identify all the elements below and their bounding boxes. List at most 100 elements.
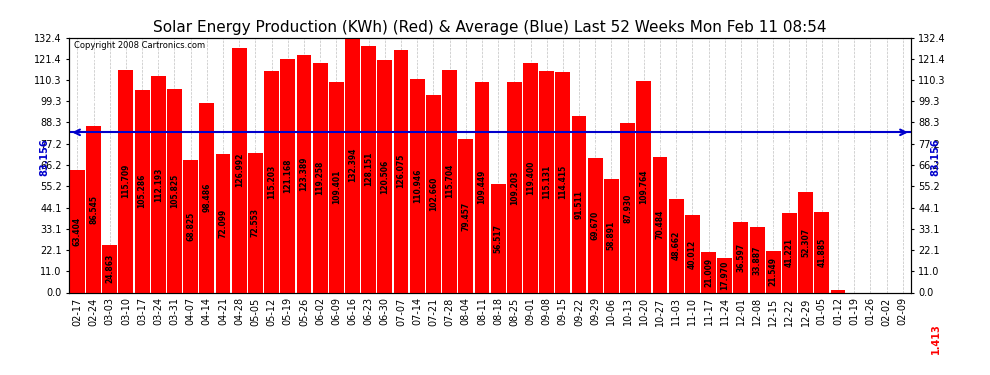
Text: 123.389: 123.389 — [299, 156, 309, 191]
Text: 109.401: 109.401 — [332, 170, 341, 204]
Bar — [652, 157, 667, 292]
Text: 17.970: 17.970 — [720, 261, 730, 290]
Text: 79.457: 79.457 — [461, 201, 470, 231]
Bar — [685, 216, 700, 292]
Text: 126.075: 126.075 — [397, 154, 406, 188]
Text: 1.413: 1.413 — [931, 323, 940, 354]
Bar — [718, 258, 733, 292]
Text: 52.307: 52.307 — [801, 228, 810, 257]
Bar — [329, 82, 344, 292]
Text: 110.946: 110.946 — [413, 168, 422, 203]
Bar — [426, 95, 441, 292]
Text: 48.662: 48.662 — [671, 231, 681, 260]
Text: 119.400: 119.400 — [526, 160, 535, 195]
Text: 109.203: 109.203 — [510, 170, 519, 204]
Text: 128.151: 128.151 — [364, 152, 373, 186]
Text: 72.099: 72.099 — [219, 209, 228, 238]
Bar — [507, 82, 522, 292]
Bar — [119, 70, 134, 292]
Bar — [637, 81, 651, 292]
Bar — [216, 154, 231, 292]
Bar — [604, 179, 619, 292]
Bar — [86, 126, 101, 292]
Bar — [831, 290, 845, 292]
Text: 115.131: 115.131 — [543, 165, 551, 199]
Bar — [491, 184, 506, 292]
Text: 115.203: 115.203 — [267, 164, 276, 199]
Bar — [394, 50, 409, 292]
Text: Copyright 2008 Cartronics.com: Copyright 2008 Cartronics.com — [73, 41, 205, 50]
Text: 33.887: 33.887 — [752, 245, 761, 274]
Bar — [199, 103, 214, 292]
Bar — [555, 72, 570, 292]
Bar — [232, 48, 247, 292]
Bar — [540, 71, 554, 292]
Bar — [361, 46, 376, 292]
Text: 98.486: 98.486 — [202, 183, 211, 212]
Bar — [734, 222, 748, 292]
Text: 40.012: 40.012 — [688, 239, 697, 268]
Title: Solar Energy Production (KWh) (Red) & Average (Blue) Last 52 Weeks Mon Feb 11 08: Solar Energy Production (KWh) (Red) & Av… — [153, 20, 827, 35]
Text: 83.156: 83.156 — [931, 139, 940, 176]
Text: 86.545: 86.545 — [89, 195, 98, 224]
Text: 21.549: 21.549 — [769, 257, 778, 286]
Bar — [620, 123, 635, 292]
Text: 63.404: 63.404 — [73, 217, 82, 246]
Bar — [523, 63, 538, 292]
Text: 91.511: 91.511 — [574, 190, 583, 219]
Text: 36.597: 36.597 — [737, 243, 745, 272]
Text: 83.156: 83.156 — [40, 139, 50, 176]
Text: 120.506: 120.506 — [380, 159, 389, 194]
Bar — [474, 82, 489, 292]
Bar — [815, 212, 830, 292]
Text: 68.825: 68.825 — [186, 211, 195, 241]
Text: 126.992: 126.992 — [235, 153, 244, 188]
Bar — [248, 153, 263, 292]
Text: 70.484: 70.484 — [655, 210, 664, 239]
Bar — [264, 70, 279, 292]
Text: 105.286: 105.286 — [138, 174, 147, 208]
Text: 72.553: 72.553 — [250, 208, 260, 237]
Text: 132.394: 132.394 — [348, 148, 357, 182]
Text: 41.885: 41.885 — [818, 237, 827, 267]
Text: 115.704: 115.704 — [446, 164, 454, 198]
Text: 112.193: 112.193 — [153, 167, 162, 202]
Text: 41.221: 41.221 — [785, 238, 794, 267]
Text: 102.660: 102.660 — [429, 177, 438, 211]
Text: 121.168: 121.168 — [283, 159, 292, 193]
Bar — [766, 251, 781, 292]
Bar — [346, 38, 360, 292]
Bar — [70, 170, 85, 292]
Bar — [313, 63, 328, 292]
Bar — [458, 140, 473, 292]
Text: 105.825: 105.825 — [170, 174, 179, 208]
Bar — [167, 88, 182, 292]
Bar — [135, 90, 149, 292]
Bar — [410, 79, 425, 292]
Bar — [183, 160, 198, 292]
Bar — [377, 60, 392, 292]
Text: 21.009: 21.009 — [704, 258, 713, 287]
Bar — [280, 59, 295, 292]
Bar — [701, 252, 716, 292]
Bar — [668, 199, 684, 292]
Text: 56.517: 56.517 — [494, 224, 503, 253]
Text: 114.415: 114.415 — [558, 165, 567, 200]
Bar — [749, 227, 764, 292]
Text: 24.863: 24.863 — [105, 254, 114, 283]
Bar — [102, 244, 117, 292]
Bar — [571, 116, 586, 292]
Bar — [150, 76, 165, 292]
Text: 119.258: 119.258 — [316, 160, 325, 195]
Text: 109.449: 109.449 — [477, 170, 486, 204]
Text: 109.764: 109.764 — [640, 170, 648, 204]
Bar — [443, 70, 457, 292]
Text: 87.930: 87.930 — [623, 193, 632, 222]
Text: 115.709: 115.709 — [122, 164, 131, 198]
Bar — [782, 213, 797, 292]
Bar — [588, 158, 603, 292]
Bar — [798, 192, 813, 292]
Bar — [297, 55, 312, 292]
Text: 69.670: 69.670 — [591, 211, 600, 240]
Text: 58.891: 58.891 — [607, 221, 616, 251]
